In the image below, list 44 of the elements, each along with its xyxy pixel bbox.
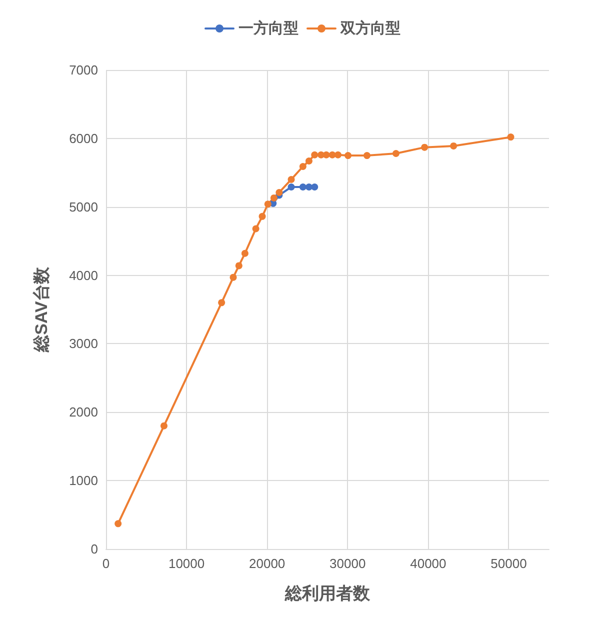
- point: [507, 134, 514, 141]
- x-axis-title: 総利用者数: [284, 584, 371, 603]
- point: [421, 144, 428, 151]
- y-tick-label: 2000: [69, 404, 98, 420]
- point: [241, 250, 248, 257]
- point: [334, 151, 342, 158]
- y-tick-label: 1000: [69, 473, 98, 488]
- x-tick-label: 10000: [168, 556, 205, 571]
- legend-label: 一方向型: [238, 19, 298, 37]
- point: [450, 142, 458, 150]
- point: [114, 520, 122, 528]
- y-tick-label: 5000: [69, 199, 98, 214]
- point: [392, 150, 400, 157]
- y-tick-label: 3000: [69, 336, 98, 352]
- point: [258, 212, 266, 220]
- point: [288, 184, 295, 191]
- y-tick-label: 7000: [69, 62, 98, 78]
- point: [276, 188, 283, 196]
- y-axis-title: 総SAV台数: [32, 266, 51, 353]
- point: [160, 422, 168, 430]
- point: [344, 152, 352, 160]
- x-tick-label: 20000: [249, 556, 286, 571]
- point: [322, 151, 330, 158]
- legend-label: 双方向型: [340, 19, 400, 37]
- point: [235, 262, 242, 270]
- point: [230, 274, 237, 281]
- x-tick-label: 30000: [330, 556, 366, 571]
- y-tick-label: 0: [90, 542, 98, 556]
- point: [363, 152, 370, 160]
- point: [311, 184, 318, 191]
- point: [299, 184, 306, 191]
- x-tick-label: 50000: [490, 556, 527, 571]
- point: [299, 162, 306, 170]
- y-tick-label: 6000: [69, 130, 98, 146]
- point: [288, 176, 295, 183]
- point: [264, 200, 272, 208]
- x-tick-label: 40000: [410, 556, 446, 571]
- point: [270, 194, 278, 202]
- point: [252, 225, 260, 232]
- x-tick-label: 0: [102, 556, 110, 571]
- point: [305, 158, 312, 165]
- point: [218, 299, 226, 306]
- y-tick-label: 4000: [69, 268, 98, 283]
- point: [311, 151, 318, 158]
